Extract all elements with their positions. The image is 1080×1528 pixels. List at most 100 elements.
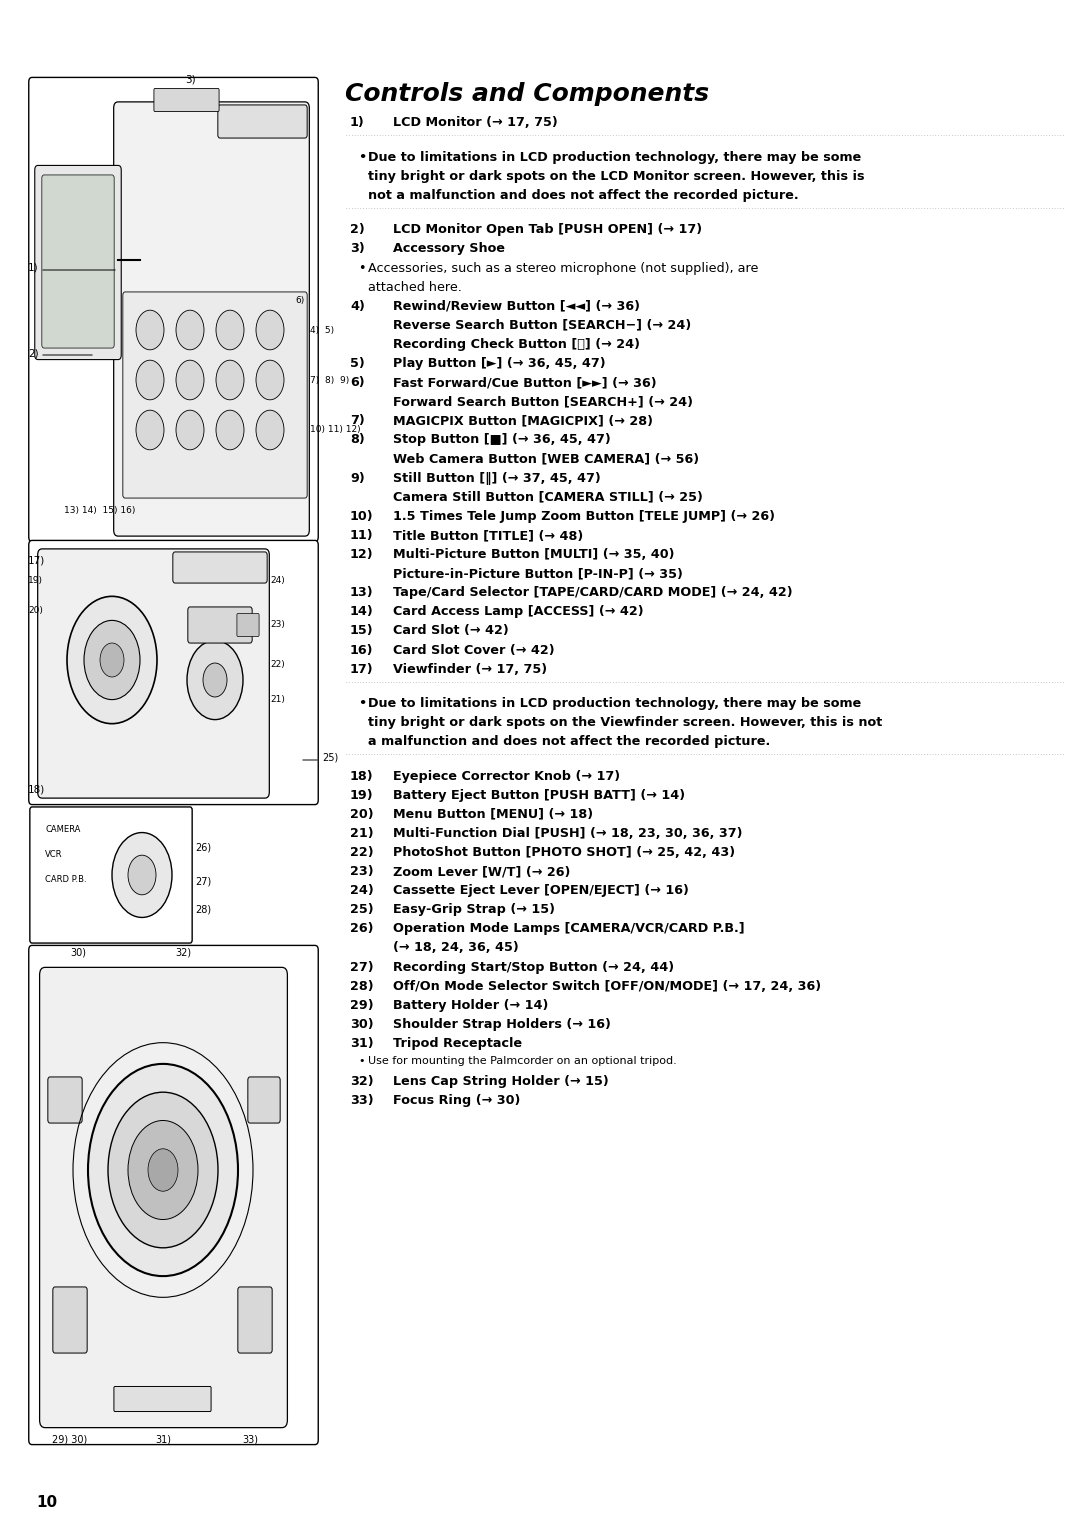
Text: 18): 18) bbox=[28, 785, 45, 795]
Text: 17): 17) bbox=[28, 555, 45, 565]
Circle shape bbox=[136, 410, 164, 449]
Text: 4)  5): 4) 5) bbox=[310, 325, 334, 335]
Circle shape bbox=[176, 410, 204, 449]
Text: LCD Monitor (→ 17, 75): LCD Monitor (→ 17, 75) bbox=[393, 116, 557, 130]
Text: •: • bbox=[357, 697, 366, 711]
Text: 23): 23) bbox=[270, 620, 285, 630]
Text: 15): 15) bbox=[350, 625, 374, 637]
Circle shape bbox=[256, 361, 284, 400]
Text: 5): 5) bbox=[350, 358, 365, 370]
Text: 33): 33) bbox=[350, 1094, 374, 1108]
Text: tiny bright or dark spots on the Viewfinder screen. However, this is not: tiny bright or dark spots on the Viewfin… bbox=[368, 717, 882, 729]
Text: 30): 30) bbox=[70, 947, 86, 958]
Text: 4): 4) bbox=[350, 299, 365, 313]
Text: 3): 3) bbox=[350, 243, 365, 255]
Text: Reverse Search Button [SEARCH−] (→ 24): Reverse Search Button [SEARCH−] (→ 24) bbox=[393, 319, 691, 332]
Text: MAGICPIX Button [MAGICPIX] (→ 28): MAGICPIX Button [MAGICPIX] (→ 28) bbox=[393, 414, 653, 428]
Text: 7)  8)  9): 7) 8) 9) bbox=[310, 376, 349, 385]
Text: Card Access Lamp [ACCESS] (→ 42): Card Access Lamp [ACCESS] (→ 42) bbox=[393, 605, 644, 619]
Text: 29) 30): 29) 30) bbox=[52, 1435, 87, 1445]
Text: PhotoShot Button [PHOTO SHOT] (→ 25, 42, 43): PhotoShot Button [PHOTO SHOT] (→ 25, 42,… bbox=[393, 847, 735, 859]
FancyBboxPatch shape bbox=[38, 549, 269, 798]
Circle shape bbox=[108, 1093, 218, 1248]
Text: 30): 30) bbox=[350, 1018, 374, 1031]
FancyBboxPatch shape bbox=[30, 807, 192, 943]
Text: Accessories, such as a stereo microphone (not supplied), are: Accessories, such as a stereo microphone… bbox=[368, 261, 758, 275]
Text: Off/On Mode Selector Switch [OFF/ON/MODE] (→ 17, 24, 36): Off/On Mode Selector Switch [OFF/ON/MODE… bbox=[393, 979, 821, 993]
Text: Easy-Grip Strap (→ 15): Easy-Grip Strap (→ 15) bbox=[393, 903, 555, 917]
Text: Forward Search Button [SEARCH+] (→ 24): Forward Search Button [SEARCH+] (→ 24) bbox=[393, 396, 693, 408]
Text: 23): 23) bbox=[350, 865, 374, 879]
FancyBboxPatch shape bbox=[123, 292, 307, 498]
Text: Use for mounting the Palmcorder on an optional tripod.: Use for mounting the Palmcorder on an op… bbox=[368, 1056, 677, 1067]
Text: Tape/Card Selector [TAPE/CARD/CARD MODE] (→ 24, 42): Tape/Card Selector [TAPE/CARD/CARD MODE]… bbox=[393, 587, 793, 599]
Text: 6): 6) bbox=[295, 295, 305, 304]
FancyBboxPatch shape bbox=[48, 1077, 82, 1123]
Text: 2): 2) bbox=[350, 223, 365, 237]
Text: 10) 11) 12): 10) 11) 12) bbox=[310, 425, 361, 434]
Text: Tripod Receptacle: Tripod Receptacle bbox=[393, 1038, 522, 1050]
Text: 21): 21) bbox=[350, 827, 374, 840]
Text: 3): 3) bbox=[185, 75, 195, 86]
Circle shape bbox=[187, 640, 243, 720]
Text: Recording Start/Stop Button (→ 24, 44): Recording Start/Stop Button (→ 24, 44) bbox=[393, 961, 674, 973]
Circle shape bbox=[176, 361, 204, 400]
Text: 19): 19) bbox=[350, 788, 374, 802]
Text: 1): 1) bbox=[350, 116, 365, 130]
FancyBboxPatch shape bbox=[237, 613, 259, 637]
Text: Multi-Function Dial [PUSH] (→ 18, 23, 30, 36, 37): Multi-Function Dial [PUSH] (→ 18, 23, 30… bbox=[393, 827, 743, 840]
Text: 29): 29) bbox=[350, 999, 374, 1012]
Text: Recording Check Button [⎓] (→ 24): Recording Check Button [⎓] (→ 24) bbox=[393, 338, 640, 351]
Text: not a malfunction and does not affect the recorded picture.: not a malfunction and does not affect th… bbox=[368, 189, 798, 202]
Text: 20): 20) bbox=[350, 808, 374, 821]
Text: 17): 17) bbox=[350, 663, 374, 675]
FancyBboxPatch shape bbox=[29, 946, 319, 1444]
Text: 28): 28) bbox=[195, 905, 211, 915]
FancyBboxPatch shape bbox=[35, 165, 121, 359]
Text: 13): 13) bbox=[350, 587, 374, 599]
Text: Camera Still Button [CAMERA STILL] (→ 25): Camera Still Button [CAMERA STILL] (→ 25… bbox=[393, 490, 703, 504]
Text: 31): 31) bbox=[350, 1038, 374, 1050]
Circle shape bbox=[148, 1149, 178, 1192]
FancyBboxPatch shape bbox=[188, 607, 252, 643]
FancyBboxPatch shape bbox=[42, 174, 114, 348]
Text: 13) 14)  15) 16): 13) 14) 15) 16) bbox=[65, 506, 136, 515]
Text: 1.5 Times Tele Jump Zoom Button [TELE JUMP] (→ 26): 1.5 Times Tele Jump Zoom Button [TELE JU… bbox=[393, 510, 775, 523]
Text: Menu Button [MENU] (→ 18): Menu Button [MENU] (→ 18) bbox=[393, 808, 593, 821]
Text: 27): 27) bbox=[350, 961, 374, 973]
Text: attached here.: attached here. bbox=[368, 281, 462, 293]
Text: 1): 1) bbox=[28, 263, 39, 274]
Text: 2): 2) bbox=[28, 348, 39, 358]
FancyBboxPatch shape bbox=[247, 1077, 280, 1123]
Text: Operation Mode Lamps [CAMERA/VCR/CARD P.B.]: Operation Mode Lamps [CAMERA/VCR/CARD P.… bbox=[393, 923, 744, 935]
Text: Picture-in-Picture Button [P-IN-P] (→ 35): Picture-in-Picture Button [P-IN-P] (→ 35… bbox=[393, 567, 683, 581]
Text: Fast Forward/Cue Button [►►] (→ 36): Fast Forward/Cue Button [►►] (→ 36) bbox=[393, 376, 657, 390]
Text: 7): 7) bbox=[350, 414, 365, 428]
Circle shape bbox=[84, 620, 140, 700]
Text: 10): 10) bbox=[350, 510, 374, 523]
FancyBboxPatch shape bbox=[29, 541, 319, 805]
Circle shape bbox=[216, 410, 244, 449]
Text: 14): 14) bbox=[350, 605, 374, 619]
Text: Due to limitations in LCD production technology, there may be some: Due to limitations in LCD production tec… bbox=[368, 697, 861, 711]
Text: Still Button [‖] (→ 37, 45, 47): Still Button [‖] (→ 37, 45, 47) bbox=[393, 472, 600, 484]
FancyBboxPatch shape bbox=[53, 1287, 87, 1354]
Text: VCR: VCR bbox=[45, 850, 63, 859]
Text: Multi-Picture Button [MULTI] (→ 35, 40): Multi-Picture Button [MULTI] (→ 35, 40) bbox=[393, 549, 675, 561]
Circle shape bbox=[129, 856, 156, 895]
Text: Battery Holder (→ 14): Battery Holder (→ 14) bbox=[393, 999, 549, 1012]
FancyBboxPatch shape bbox=[173, 552, 267, 584]
Circle shape bbox=[176, 310, 204, 350]
Text: 19): 19) bbox=[28, 576, 43, 585]
Circle shape bbox=[136, 310, 164, 350]
Circle shape bbox=[216, 361, 244, 400]
Text: 18): 18) bbox=[350, 770, 374, 782]
FancyBboxPatch shape bbox=[238, 1287, 272, 1354]
Circle shape bbox=[112, 833, 172, 917]
FancyBboxPatch shape bbox=[218, 105, 307, 138]
Text: 31): 31) bbox=[156, 1435, 171, 1445]
FancyBboxPatch shape bbox=[40, 967, 287, 1427]
Text: •: • bbox=[357, 261, 365, 275]
Text: Controls and Components: Controls and Components bbox=[345, 83, 710, 105]
Text: •: • bbox=[357, 1056, 365, 1067]
